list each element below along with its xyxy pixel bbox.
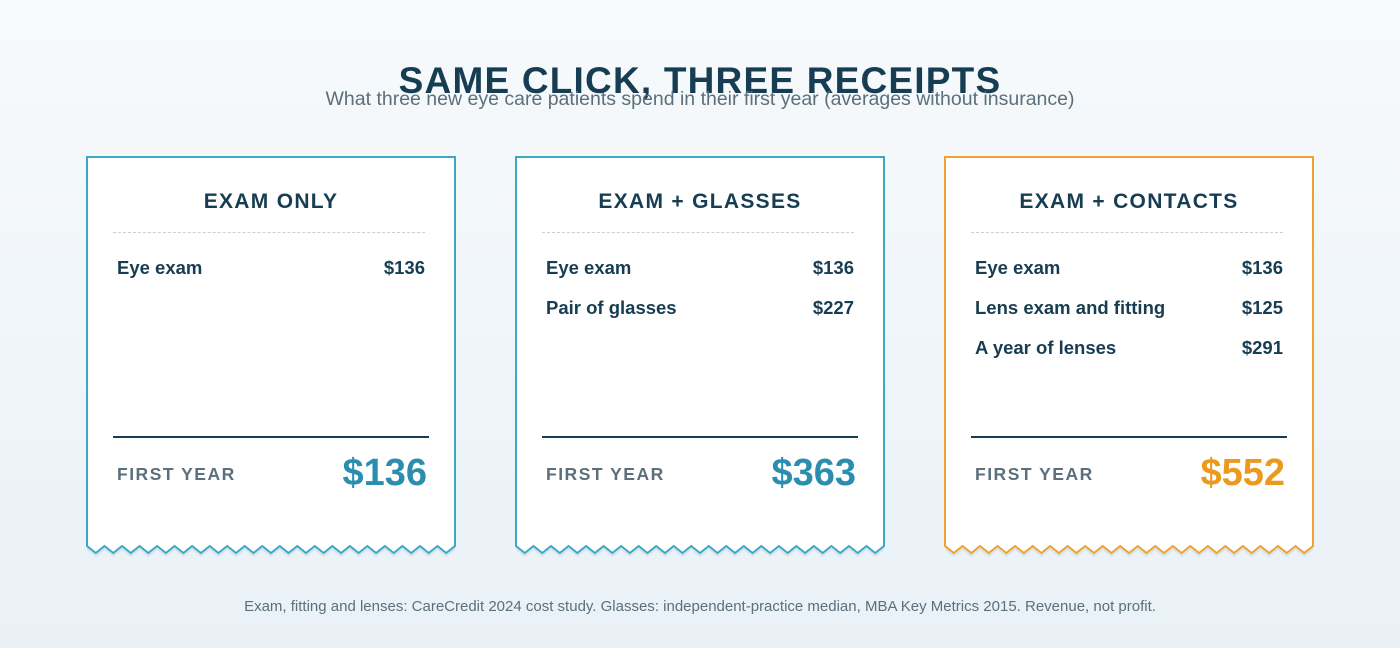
line-item-label: Lens exam and fitting	[975, 297, 1166, 318]
line-item-amount: $136	[383, 257, 425, 278]
total-rule	[542, 436, 858, 438]
line-item: Eye exam $136	[546, 257, 854, 297]
line-item-label: Eye exam	[975, 257, 1061, 278]
total-label: FIRST YEAR	[546, 464, 665, 484]
line-item-amount: $291	[1241, 337, 1283, 358]
dashed-divider	[542, 232, 854, 233]
receipt-border	[515, 156, 885, 555]
total-label: FIRST YEAR	[117, 464, 236, 484]
line-item: Lens exam and fitting $125	[975, 297, 1283, 337]
line-item: Pair of glasses $227	[546, 297, 854, 337]
source-footnote: Exam, fitting and lenses: CareCredit 202…	[244, 598, 1156, 615]
receipt-exam-only: EXAM ONLY Eye exam $136 FIRST YEAR $136	[86, 156, 456, 557]
line-item-label: Pair of glasses	[546, 297, 677, 318]
dashed-divider	[971, 232, 1283, 233]
total-value: $136	[342, 452, 427, 494]
receipt-exam-glasses: EXAM + GLASSES Eye exam $136 Pair of gla…	[515, 156, 885, 557]
line-item-amount: $125	[1241, 297, 1283, 318]
total-value: $552	[1200, 452, 1285, 494]
receipt-border	[86, 156, 456, 555]
receipt-exam-contacts: EXAM + CONTACTS Eye exam $136 Lens exam …	[944, 156, 1314, 557]
receipt-heading: EXAM ONLY	[203, 190, 339, 213]
receipt-outline	[515, 156, 885, 557]
total-value: $363	[771, 452, 856, 494]
line-items: Eye exam $136 Pair of glasses $227	[546, 257, 854, 337]
receipt-border	[944, 156, 1314, 555]
dashed-divider	[113, 232, 425, 233]
receipt-outline	[944, 156, 1314, 557]
line-item-amount: $136	[1241, 257, 1283, 278]
receipt-heading: EXAM + CONTACTS	[1019, 190, 1239, 213]
line-item-label: Eye exam	[546, 257, 632, 278]
line-item-label: A year of lenses	[975, 337, 1117, 358]
line-item-label: Eye exam	[117, 257, 203, 278]
line-items: Eye exam $136	[117, 257, 425, 297]
total-rule	[971, 436, 1287, 438]
line-item-amount: $136	[812, 257, 854, 278]
page-subtitle: What three new eye care patients spend i…	[325, 88, 1075, 110]
total-rule	[113, 436, 429, 438]
receipt-heading: EXAM + GLASSES	[598, 190, 802, 213]
line-item: A year of lenses $291	[975, 337, 1283, 377]
receipts-row: EXAM ONLY Eye exam $136 FIRST YEAR $136 …	[0, 156, 1400, 557]
line-item-amount: $227	[812, 297, 854, 318]
receipt-outline	[86, 156, 456, 557]
total-label: FIRST YEAR	[975, 464, 1094, 484]
page-title: SAME CLICK, THREE RECEIPTS	[398, 59, 1002, 101]
line-item: Eye exam $136	[117, 257, 425, 297]
line-item: Eye exam $136	[975, 257, 1283, 297]
line-items: Eye exam $136 Lens exam and fitting $125…	[975, 257, 1283, 377]
